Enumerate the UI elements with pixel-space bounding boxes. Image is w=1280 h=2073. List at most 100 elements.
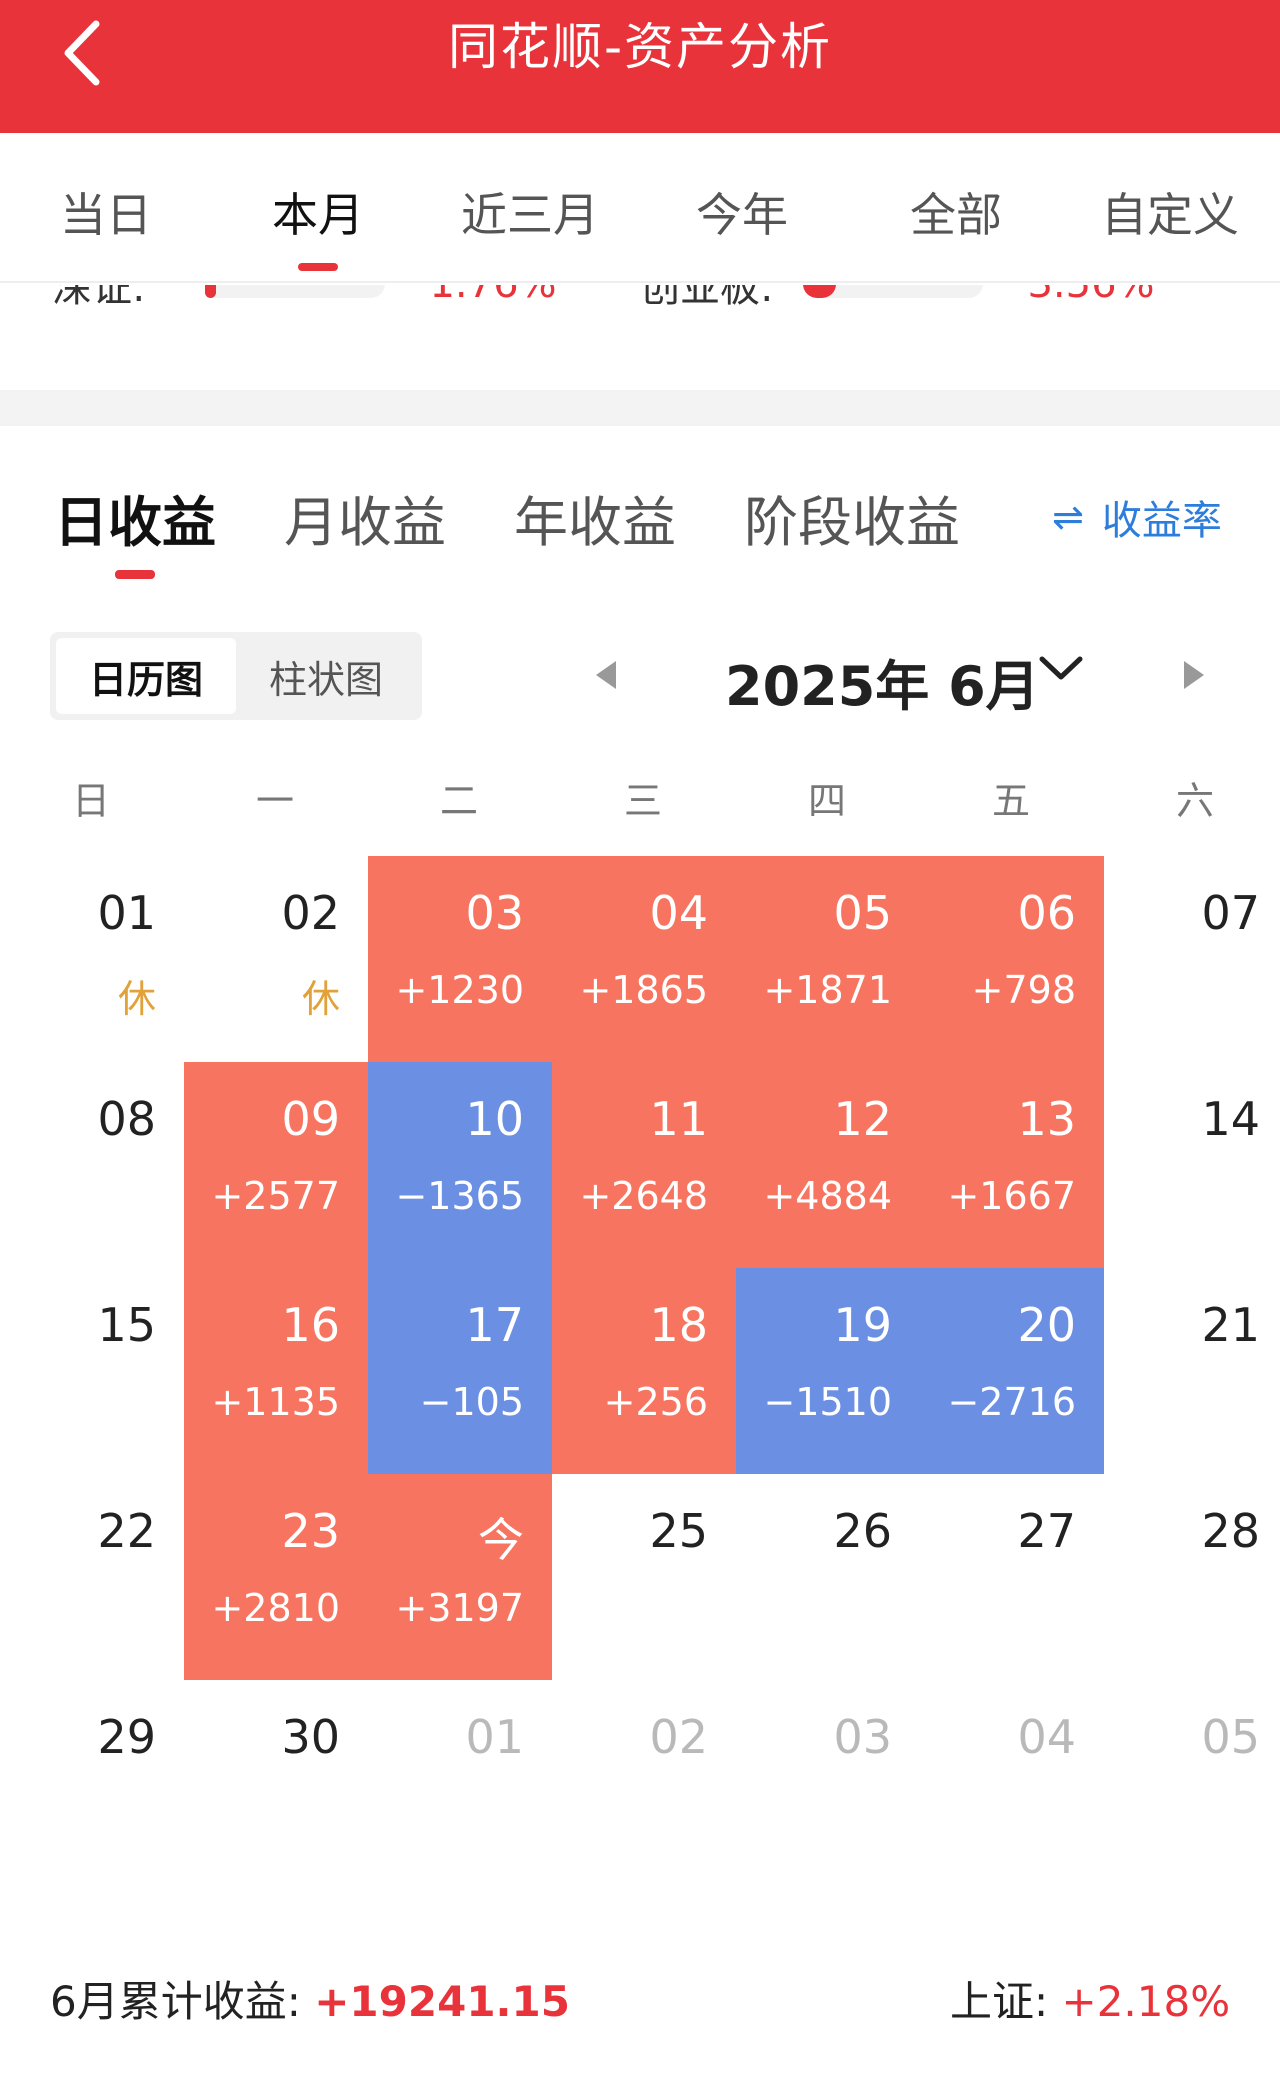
calendar-day-number: 09 xyxy=(281,1092,340,1146)
month-title[interactable]: 2025年 6月 xyxy=(725,655,1040,718)
calendar-day-cell[interactable]: 12 +4884 xyxy=(736,1062,920,1268)
weekday-label: 六 xyxy=(1175,779,1214,823)
calendar-day-cell[interactable]: 28 xyxy=(1104,1474,1280,1680)
calendar-day-cell[interactable]: 05 xyxy=(1104,1680,1280,1886)
calendar-day-cell[interactable]: 22 xyxy=(0,1474,184,1680)
calendar-day-cell[interactable]: 27 xyxy=(920,1474,1104,1680)
calendar-day-cell[interactable]: 04 +1865 xyxy=(552,856,736,1062)
calendar-day-cell[interactable]: 25 xyxy=(552,1474,736,1680)
holiday-marker: 休 xyxy=(117,977,156,1021)
calendar-day-number: 04 xyxy=(649,886,708,940)
daily-profit-value: +1667 xyxy=(947,1174,1076,1218)
weekday-label: 五 xyxy=(991,779,1030,823)
bar-view-button[interactable]: 柱状图 xyxy=(268,657,383,702)
weekday-label: 二 xyxy=(439,779,478,823)
calendar-day-number: 07 xyxy=(1201,886,1260,940)
daily-profit-value: +256 xyxy=(603,1380,708,1424)
index-bar xyxy=(803,285,984,298)
calendar-day-cell[interactable]: 06 +798 xyxy=(920,856,1104,1062)
calendar-day-number: 05 xyxy=(1201,1710,1260,1764)
calendar-day-number: 10 xyxy=(465,1092,524,1146)
chevron-left-icon xyxy=(64,20,100,86)
index-bar-fill xyxy=(803,285,836,298)
holiday-marker: 休 xyxy=(301,977,340,1021)
tab-monthly-profit[interactable]: 月收益 xyxy=(284,491,446,554)
calendar-day-cell[interactable]: 09 +2577 xyxy=(184,1062,368,1268)
month-dropdown-button[interactable] xyxy=(1038,653,1084,687)
tab-custom[interactable]: 自定义 xyxy=(1101,188,1239,242)
calendar-day-number: 30 xyxy=(281,1710,340,1764)
section-divider xyxy=(0,390,1280,426)
calendar-day-cell[interactable]: 19 −1510 xyxy=(736,1268,920,1474)
calendar-day-cell[interactable]: 07 xyxy=(1104,856,1280,1062)
calendar-day-cell[interactable]: 21 xyxy=(1104,1268,1280,1474)
tab-three-months[interactable]: 近三月 xyxy=(461,188,599,242)
calendar-day-cell[interactable]: 01 xyxy=(368,1680,552,1886)
calendar-day-cell[interactable]: 20 −2716 xyxy=(920,1268,1104,1474)
calendar-day-number: 25 xyxy=(649,1504,708,1558)
calendar-day-cell[interactable]: 13 +1667 xyxy=(920,1062,1104,1268)
calendar-day-cell[interactable]: 01 休 xyxy=(0,856,184,1062)
back-button[interactable] xyxy=(52,18,112,88)
calendar-day-cell[interactable]: 17 −105 xyxy=(368,1268,552,1474)
tab-yearly-profit[interactable]: 年收益 xyxy=(514,491,676,554)
tab-all[interactable]: 全部 xyxy=(910,188,1002,242)
calendar-day-cell[interactable]: 26 xyxy=(736,1474,920,1680)
shanghai-index-label: 上证: xyxy=(950,1977,1049,2026)
next-month-button[interactable] xyxy=(1180,658,1208,696)
calendar-day-cell[interactable]: 02 xyxy=(552,1680,736,1886)
calendar-day-number: 08 xyxy=(97,1092,156,1146)
tab-period-profit[interactable]: 阶段收益 xyxy=(744,491,960,554)
calendar-day-cell[interactable]: 30 xyxy=(184,1680,368,1886)
rate-toggle-label: 收益率 xyxy=(1101,498,1222,544)
chevron-down-icon xyxy=(1039,656,1083,680)
calendar-day-number: 12 xyxy=(833,1092,892,1146)
calendar-day-cell[interactable]: 04 xyxy=(920,1680,1104,1886)
calendar-day-cell[interactable]: 05 +1871 xyxy=(736,856,920,1062)
index-pct: 1.76% xyxy=(429,285,556,307)
calendar-day-cell[interactable]: 08 xyxy=(0,1062,184,1268)
tab-daily-profit[interactable]: 日收益 xyxy=(54,478,216,579)
calendar-day-cell[interactable]: 03 xyxy=(736,1680,920,1886)
daily-profit-value: +3197 xyxy=(395,1586,524,1630)
daily-profit-value: +2810 xyxy=(211,1586,340,1630)
prev-month-button[interactable] xyxy=(592,658,620,696)
triangle-right-icon xyxy=(1184,661,1204,689)
calendar-day-number: 01 xyxy=(97,886,156,940)
daily-profit-value: +2648 xyxy=(579,1174,708,1218)
calendar-day-cell[interactable]: 14 xyxy=(1104,1062,1280,1268)
weekday-label: 三 xyxy=(623,779,662,823)
rate-toggle-button[interactable]: ⇌ 收益率 xyxy=(1052,488,1222,546)
calendar-day-number: 17 xyxy=(465,1298,524,1352)
calendar-day-cell[interactable]: 今 +3197 xyxy=(368,1474,552,1680)
daily-profit-value: +798 xyxy=(971,968,1076,1012)
calendar-view-button[interactable]: 日历图 xyxy=(56,638,236,714)
calendar-day-number: 21 xyxy=(1201,1298,1260,1352)
calendar-day-cell[interactable]: 10 −1365 xyxy=(368,1062,552,1268)
tab-this-month[interactable]: 本月 xyxy=(272,179,364,271)
daily-profit-value: −1510 xyxy=(763,1380,892,1424)
active-tab-indicator xyxy=(298,263,338,271)
calendar-day-number: 28 xyxy=(1201,1504,1260,1558)
calendar-day-number: 20 xyxy=(1017,1298,1076,1352)
calendar-day-cell[interactable]: 02 休 xyxy=(184,856,368,1062)
calendar-day-number: 04 xyxy=(1017,1710,1076,1764)
tab-this-year[interactable]: 今年 xyxy=(696,188,788,242)
calendar-day-cell[interactable]: 03 +1230 xyxy=(368,856,552,1062)
triangle-left-icon xyxy=(596,661,616,689)
swap-icon: ⇌ xyxy=(1052,495,1084,539)
calendar-day-cell[interactable]: 11 +2648 xyxy=(552,1062,736,1268)
calendar-day-number: 03 xyxy=(465,886,524,940)
daily-profit-value: −105 xyxy=(419,1380,524,1424)
month-total-label: 6月累计收益: xyxy=(50,1977,301,2026)
calendar-day-number: 26 xyxy=(833,1504,892,1558)
calendar-day-cell[interactable]: 29 xyxy=(0,1680,184,1886)
month-total-amount: +19241.15 xyxy=(314,1977,570,2026)
calendar-day-cell[interactable]: 16 +1135 xyxy=(184,1268,368,1474)
calendar-day-cell[interactable]: 18 +256 xyxy=(552,1268,736,1474)
calendar-day-cell[interactable]: 23 +2810 xyxy=(184,1474,368,1680)
calendar-day-number: 23 xyxy=(281,1504,340,1558)
calendar-day-number: 19 xyxy=(833,1298,892,1352)
tab-today[interactable]: 当日 xyxy=(60,188,152,242)
calendar-day-cell[interactable]: 15 xyxy=(0,1268,184,1474)
